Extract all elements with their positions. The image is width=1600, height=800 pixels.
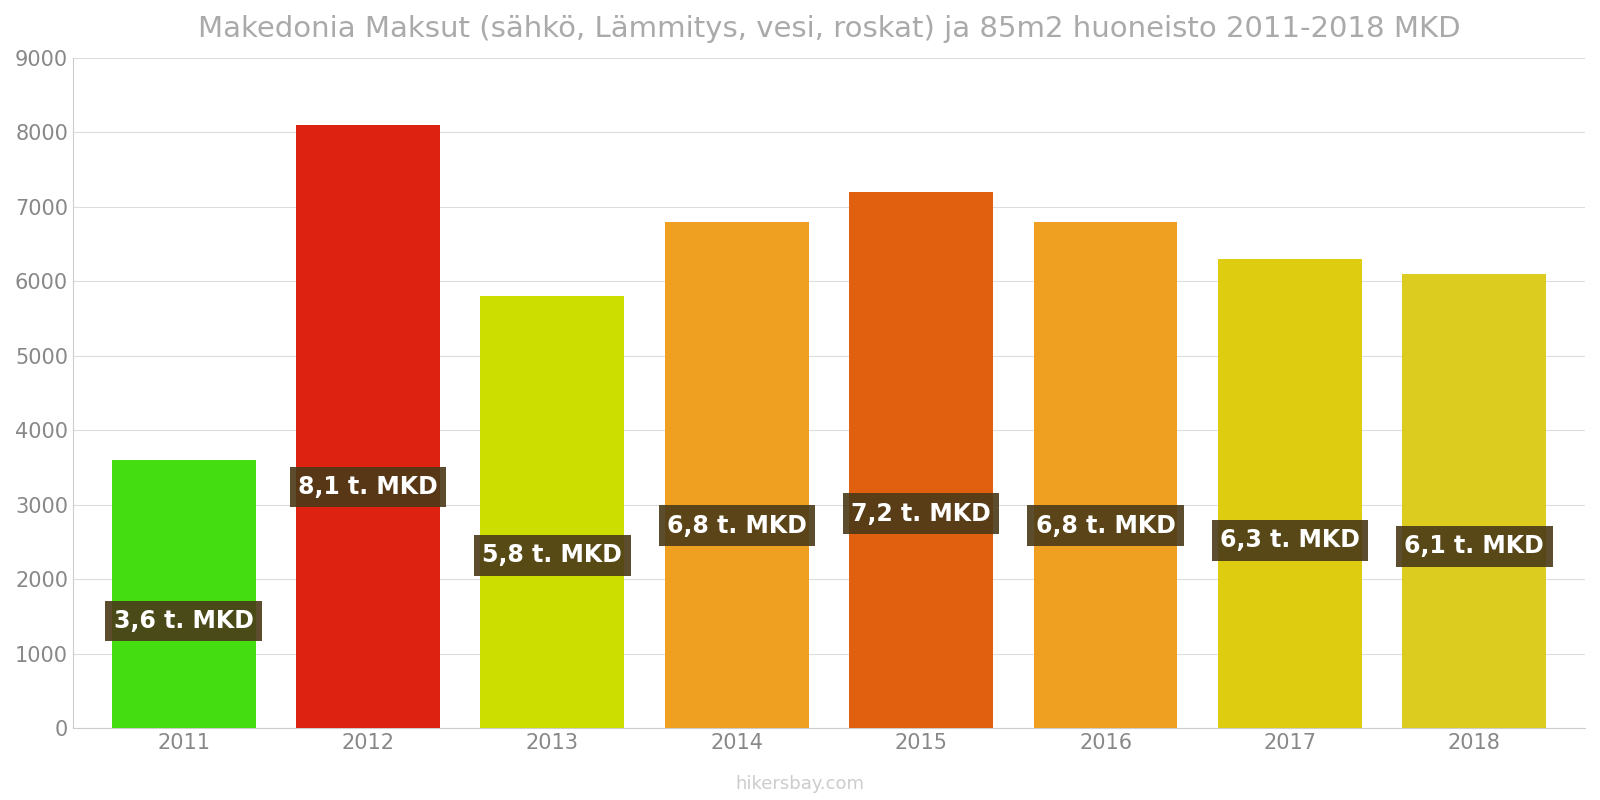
Text: 6,8 t. MKD: 6,8 t. MKD xyxy=(667,514,806,538)
Text: hikersbay.com: hikersbay.com xyxy=(736,775,864,793)
Bar xyxy=(666,222,808,728)
Text: 5,8 t. MKD: 5,8 t. MKD xyxy=(483,543,622,567)
Bar xyxy=(1218,259,1362,728)
Bar xyxy=(1403,274,1546,728)
Bar xyxy=(1034,222,1178,728)
Text: 7,2 t. MKD: 7,2 t. MKD xyxy=(851,502,990,526)
Bar xyxy=(480,296,624,728)
Bar xyxy=(112,460,256,728)
Text: 8,1 t. MKD: 8,1 t. MKD xyxy=(298,475,438,499)
Bar xyxy=(850,192,994,728)
Bar xyxy=(296,125,440,728)
Text: 6,8 t. MKD: 6,8 t. MKD xyxy=(1035,514,1176,538)
Text: 6,3 t. MKD: 6,3 t. MKD xyxy=(1221,529,1360,553)
Title: Makedonia Maksut (sähkö, Lämmitys, vesi, roskat) ja 85m2 huoneisto 2011-2018 MKD: Makedonia Maksut (sähkö, Lämmitys, vesi,… xyxy=(198,15,1461,43)
Text: 3,6 t. MKD: 3,6 t. MKD xyxy=(114,609,253,633)
Text: 6,1 t. MKD: 6,1 t. MKD xyxy=(1405,534,1544,558)
